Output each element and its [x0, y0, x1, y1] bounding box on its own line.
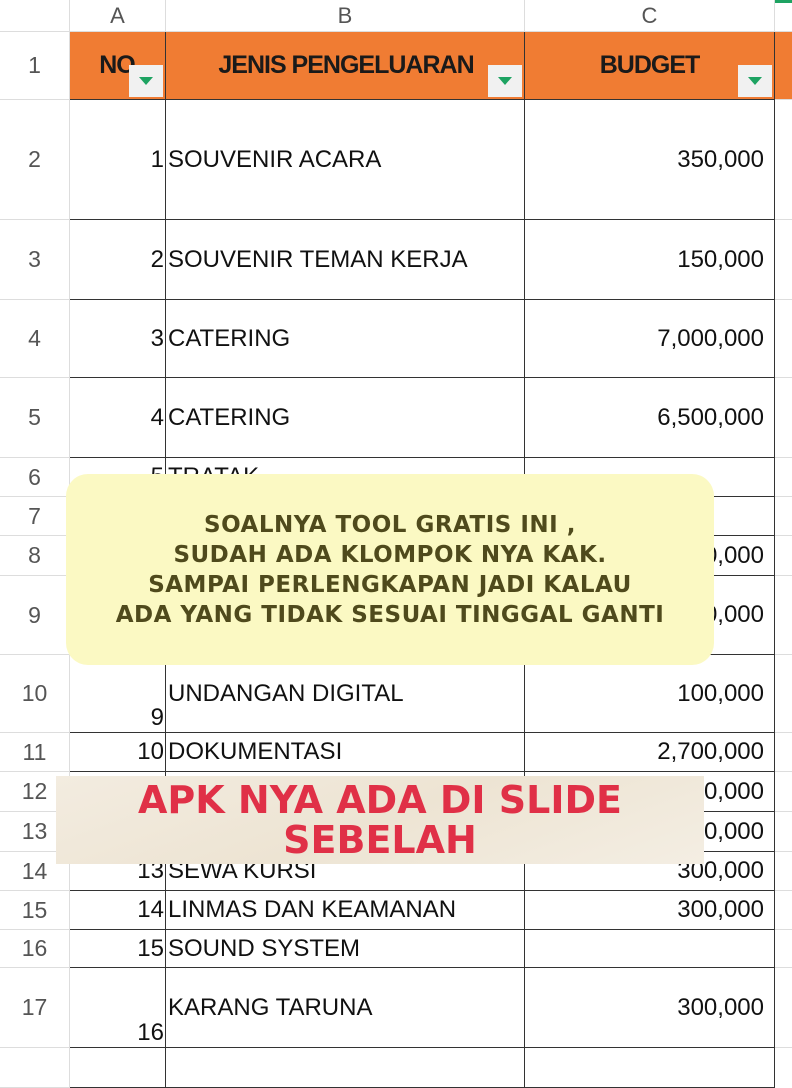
table-row: 11 10 DOKUMENTASI 2,700,000 — [0, 733, 792, 772]
cell-budget[interactable]: 0,000 — [525, 812, 775, 852]
cell-no[interactable]: 9 — [70, 655, 166, 733]
table-row: 17 16 KARANG TARUNA 300,000 — [0, 968, 792, 1048]
table-row: 16 15 SOUND SYSTEM — [0, 930, 792, 968]
cell-budget[interactable]: 6,500,000 — [525, 378, 775, 458]
banner-line: APK NYA ADA DI SLIDE — [138, 778, 622, 822]
row-number[interactable]: 6 — [0, 458, 70, 497]
header-row: 1 NO JENIS PENGELUARAN BUDGET — [0, 32, 792, 100]
cell-budget[interactable] — [525, 1048, 775, 1088]
cell-no[interactable]: 1 — [70, 100, 166, 220]
row-number[interactable]: 16 — [0, 930, 70, 968]
cell-jenis[interactable]: CATERING — [166, 300, 525, 378]
cell-no[interactable]: 14 — [70, 891, 166, 930]
header-jenis[interactable]: JENIS PENGELUARAN — [166, 32, 525, 100]
table-row — [0, 1048, 792, 1088]
cell-budget[interactable]: 100,000 — [525, 655, 775, 733]
cell-d[interactable] — [775, 968, 792, 1048]
row-number[interactable]: 10 — [0, 655, 70, 733]
cell-no[interactable]: 16 — [70, 968, 166, 1048]
cell-jenis[interactable]: DOKUMENTASI — [166, 733, 525, 772]
cell-d[interactable] — [775, 891, 792, 930]
filter-dropdown-icon[interactable] — [488, 65, 522, 97]
banner-overlay: APK NYA ADA DI SLIDE SEBELAH — [56, 776, 704, 864]
header-d[interactable] — [775, 32, 792, 100]
cell-jenis[interactable]: LINMAS DAN KEAMANAN — [166, 891, 525, 930]
header-jenis-label: JENIS PENGELUARAN — [218, 51, 474, 79]
cell-d[interactable] — [775, 576, 792, 655]
table-row: 10 9 UNDANGAN DIGITAL 100,000 — [0, 655, 792, 733]
row-number[interactable]: 13 — [0, 812, 70, 852]
cell-d[interactable] — [775, 772, 792, 812]
banner-line: SEBELAH — [283, 818, 477, 862]
row-number[interactable]: 17 — [0, 968, 70, 1048]
cell-jenis[interactable]: KARANG TARUNA — [166, 968, 525, 1048]
cell-budget[interactable]: 7,000,000 — [525, 300, 775, 378]
table-row: 15 14 LINMAS DAN KEAMANAN 300,000 — [0, 891, 792, 930]
cell-jenis[interactable]: CATERING — [166, 378, 525, 458]
row-number[interactable]: 7 — [0, 497, 70, 536]
cell-d[interactable] — [775, 220, 792, 300]
note-line: SUDAH ADA KLOMPOK NYA KAK. — [173, 541, 607, 568]
cell-d[interactable] — [775, 378, 792, 458]
column-header-a[interactable]: A — [70, 0, 166, 32]
cell-d[interactable] — [775, 812, 792, 852]
cell-d[interactable] — [775, 100, 792, 220]
cell-d[interactable] — [775, 930, 792, 968]
row-number[interactable]: 1 — [0, 32, 70, 100]
note-overlay: SOALNYA TOOL GRATIS INI , SUDAH ADA KLOM… — [66, 474, 714, 665]
cell-budget[interactable]: 350,000 — [525, 100, 775, 220]
row-number[interactable]: 4 — [0, 300, 70, 378]
row-number[interactable]: 15 — [0, 891, 70, 930]
cell-jenis[interactable]: SOUVENIR ACARA — [166, 100, 525, 220]
cell-jenis[interactable]: UNDANGAN DIGITAL — [166, 655, 525, 733]
cell-budget[interactable] — [525, 930, 775, 968]
cell-budget[interactable]: 150,000 — [525, 220, 775, 300]
cell-no[interactable]: 10 — [70, 733, 166, 772]
column-header-d[interactable] — [775, 0, 792, 32]
cell-d[interactable] — [775, 733, 792, 772]
table-row: 4 3 CATERING 7,000,000 — [0, 300, 792, 378]
row-number[interactable]: 9 — [0, 576, 70, 655]
cell-jenis[interactable]: SOUVENIR TEMAN KERJA — [166, 220, 525, 300]
cell-d[interactable] — [775, 300, 792, 378]
cell-no[interactable]: 15 — [70, 930, 166, 968]
column-header-b[interactable]: B — [166, 0, 525, 32]
column-header-c[interactable]: C — [525, 0, 775, 32]
note-line: ADA YANG TIDAK SESUAI TINGGAL GANTI — [115, 601, 665, 628]
row-number[interactable]: 2 — [0, 100, 70, 220]
header-no[interactable]: NO — [70, 32, 166, 100]
cell-d[interactable] — [775, 536, 792, 576]
row-number[interactable] — [0, 1048, 70, 1088]
cell-budget[interactable]: 300,000 — [525, 891, 775, 930]
cell-no[interactable]: 2 — [70, 220, 166, 300]
cell-d[interactable] — [775, 852, 792, 891]
filter-dropdown-icon[interactable] — [738, 65, 772, 97]
cell-d[interactable] — [775, 655, 792, 733]
cell-no[interactable] — [70, 1048, 166, 1088]
cell-budget[interactable]: 2,700,000 — [525, 733, 775, 772]
cell-no[interactable]: 4 — [70, 378, 166, 458]
row-number[interactable]: 14 — [0, 852, 70, 891]
table-row: 5 4 CATERING 6,500,000 — [0, 378, 792, 458]
note-line: SOALNYA TOOL GRATIS INI , — [204, 511, 576, 538]
cell-jenis[interactable] — [166, 1048, 525, 1088]
corner-cell[interactable] — [0, 0, 70, 32]
filter-dropdown-icon[interactable] — [129, 65, 163, 97]
header-budget-label: BUDGET — [599, 51, 701, 79]
cell-d[interactable] — [775, 458, 792, 497]
table-row: 2 1 SOUVENIR ACARA 350,000 — [0, 100, 792, 220]
row-number[interactable]: 5 — [0, 378, 70, 458]
header-budget[interactable]: BUDGET — [525, 32, 775, 100]
row-number[interactable]: 3 — [0, 220, 70, 300]
cell-jenis[interactable]: SOUND SYSTEM — [166, 930, 525, 968]
note-line: SAMPAI PERLENGKAPAN JADI KALAU — [148, 571, 632, 598]
row-number[interactable]: 8 — [0, 536, 70, 576]
row-number[interactable]: 11 — [0, 733, 70, 772]
table-row: 3 2 SOUVENIR TEMAN KERJA 150,000 — [0, 220, 792, 300]
cell-d[interactable] — [775, 497, 792, 536]
cell-budget[interactable]: 300,000 — [525, 968, 775, 1048]
cell-no[interactable]: 3 — [70, 300, 166, 378]
